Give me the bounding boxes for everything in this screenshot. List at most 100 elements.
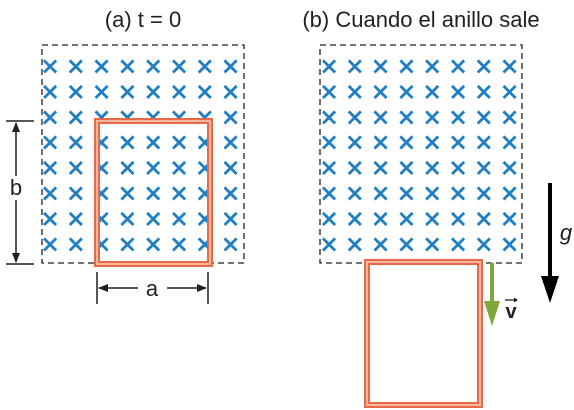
field-cross: × bbox=[448, 77, 468, 105]
field-cross: × bbox=[474, 52, 494, 80]
field-cross: × bbox=[422, 77, 442, 105]
field-cross: × bbox=[66, 128, 86, 156]
field-cross: × bbox=[221, 204, 241, 232]
field-cross: × bbox=[345, 128, 365, 156]
field-cross: × bbox=[345, 52, 365, 80]
field-cross: × bbox=[66, 230, 86, 258]
field-cross: × bbox=[448, 128, 468, 156]
field-cross: × bbox=[319, 204, 339, 232]
field-cross: × bbox=[371, 52, 391, 80]
field-cross: × bbox=[319, 230, 339, 258]
field-cross: × bbox=[371, 77, 391, 105]
field-cross: × bbox=[500, 77, 520, 105]
field-cross: × bbox=[143, 52, 163, 80]
field-cross: × bbox=[500, 128, 520, 156]
field-cross: × bbox=[66, 154, 86, 182]
field-cross: × bbox=[319, 128, 339, 156]
field-cross: × bbox=[396, 179, 416, 207]
field-cross: × bbox=[117, 230, 137, 258]
field-cross: × bbox=[40, 204, 60, 232]
field-cross: × bbox=[143, 77, 163, 105]
field-cross: × bbox=[422, 128, 442, 156]
field-cross: × bbox=[40, 77, 60, 105]
field-cross: × bbox=[448, 204, 468, 232]
wire-loop-b bbox=[364, 259, 483, 408]
field-cross: × bbox=[319, 154, 339, 182]
field-cross: × bbox=[66, 77, 86, 105]
field-cross: × bbox=[371, 103, 391, 131]
field-cross: × bbox=[40, 154, 60, 182]
field-cross: × bbox=[169, 179, 189, 207]
field-cross: × bbox=[92, 77, 112, 105]
field-cross: × bbox=[92, 52, 112, 80]
field-cross: × bbox=[221, 154, 241, 182]
velocity-vector-tip bbox=[514, 297, 518, 303]
field-cross: × bbox=[500, 103, 520, 131]
field-cross: × bbox=[117, 128, 137, 156]
field-cross: × bbox=[448, 154, 468, 182]
field-cross: × bbox=[422, 52, 442, 80]
dimension-b bbox=[6, 120, 34, 265]
field-cross: × bbox=[143, 154, 163, 182]
field-cross: × bbox=[143, 103, 163, 131]
field-cross: × bbox=[143, 204, 163, 232]
field-cross: × bbox=[422, 204, 442, 232]
wire-loop-a bbox=[94, 118, 213, 267]
field-cross: × bbox=[448, 52, 468, 80]
field-cross: × bbox=[117, 204, 137, 232]
field-cross: × bbox=[448, 179, 468, 207]
field-cross: × bbox=[169, 128, 189, 156]
field-cross: × bbox=[221, 179, 241, 207]
field-cross: × bbox=[422, 154, 442, 182]
field-cross: × bbox=[345, 103, 365, 131]
field-cross: × bbox=[345, 77, 365, 105]
field-cross: × bbox=[396, 204, 416, 232]
field-cross: × bbox=[345, 204, 365, 232]
field-cross: × bbox=[117, 179, 137, 207]
field-cross: × bbox=[500, 230, 520, 258]
field-cross: × bbox=[319, 103, 339, 131]
dimension-a-label: a bbox=[146, 276, 159, 301]
field-cross: × bbox=[500, 154, 520, 182]
field-cross: × bbox=[345, 154, 365, 182]
field-cross: × bbox=[500, 179, 520, 207]
field-cross: × bbox=[474, 128, 494, 156]
velocity-arrow bbox=[484, 263, 500, 326]
panel-b-title: (b) Cuando el anillo sale bbox=[302, 7, 539, 32]
field-cross: × bbox=[66, 52, 86, 80]
field-cross: × bbox=[143, 179, 163, 207]
gravity-arrow bbox=[541, 183, 559, 303]
field-cross: × bbox=[169, 204, 189, 232]
field-cross: × bbox=[345, 230, 365, 258]
field-cross: × bbox=[371, 128, 391, 156]
field-cross: × bbox=[117, 103, 137, 131]
dimension-a bbox=[96, 272, 209, 304]
field-cross: × bbox=[169, 230, 189, 258]
field-cross: × bbox=[448, 230, 468, 258]
field-cross: × bbox=[422, 230, 442, 258]
field-cross: × bbox=[169, 103, 189, 131]
field-cross: × bbox=[169, 52, 189, 80]
field-cross: × bbox=[40, 52, 60, 80]
panel-a-title: (a) t = 0 bbox=[105, 7, 181, 32]
field-cross: × bbox=[195, 52, 215, 80]
field-cross: × bbox=[371, 179, 391, 207]
field-cross: × bbox=[474, 154, 494, 182]
field-cross: × bbox=[371, 154, 391, 182]
field-cross: × bbox=[66, 179, 86, 207]
field-cross: × bbox=[371, 230, 391, 258]
field-cross: × bbox=[319, 77, 339, 105]
field-cross: × bbox=[396, 154, 416, 182]
field-cross: × bbox=[221, 103, 241, 131]
field-cross: × bbox=[40, 128, 60, 156]
field-cross: × bbox=[221, 52, 241, 80]
field-cross: × bbox=[396, 52, 416, 80]
field-cross: × bbox=[396, 128, 416, 156]
field-cross: × bbox=[448, 103, 468, 131]
field-cross: × bbox=[221, 128, 241, 156]
field-cross: × bbox=[500, 52, 520, 80]
field-cross: × bbox=[117, 77, 137, 105]
field-cross: × bbox=[319, 52, 339, 80]
field-cross: × bbox=[221, 230, 241, 258]
